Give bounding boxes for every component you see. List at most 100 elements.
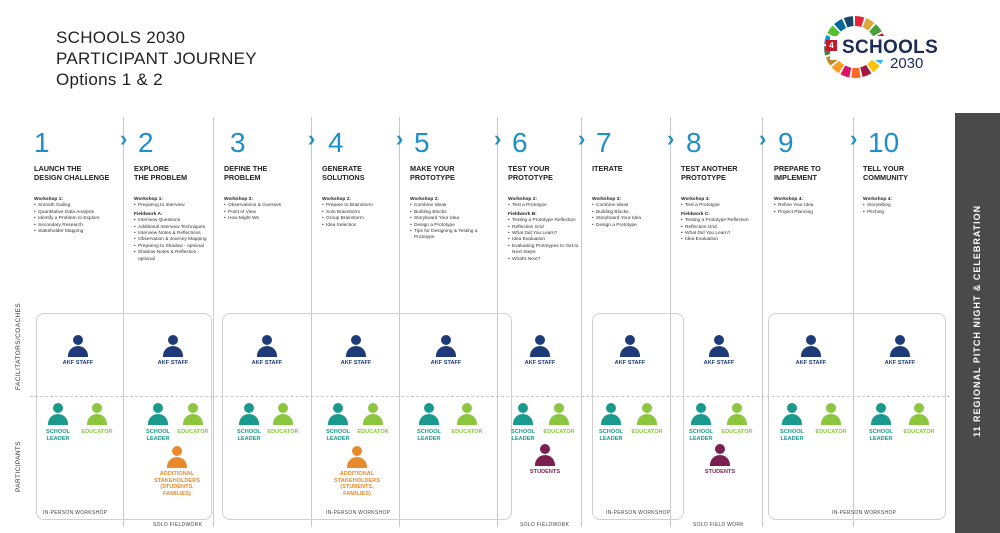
column-divider [670, 117, 671, 527]
role-label: AKF STAFF [430, 360, 462, 366]
step-number: 5 [414, 127, 430, 158]
activity-item: Building Blocks [410, 210, 490, 217]
step-number: 10 [868, 127, 900, 158]
chevron-right-icon: › [120, 126, 128, 151]
activity-item: Shadow Notes & Reflection - optional [134, 250, 214, 263]
person-icon [708, 335, 730, 357]
role-label: EDUCATOR [903, 429, 935, 435]
column-divider [399, 117, 400, 527]
section-divider [30, 396, 950, 397]
person-icon [362, 403, 384, 425]
activity-item: Stakeholder Mapping [34, 229, 114, 236]
activity-item: Idea Evaluation [681, 237, 761, 244]
page-title: SCHOOLS 2030 PARTICIPANT JOURNEY Options… [56, 27, 257, 90]
person-icon [800, 335, 822, 357]
person-icon [166, 446, 188, 468]
activity-heading: Workshop 1: [134, 197, 163, 202]
activity-item: Reflection Grid [681, 225, 761, 232]
activity-item: Test a Prototype [508, 203, 588, 210]
step-title: TEST YOUR PROTOTYPE [508, 164, 553, 182]
person-icon [256, 335, 278, 357]
step-activities: Workshop 1:Smooth SailingQuantitative Da… [34, 197, 114, 236]
column-divider [581, 117, 582, 527]
step-title: PREPARE TO IMPLEMENT [774, 164, 821, 182]
activity-item: Interview Notes & Reflections [134, 231, 214, 238]
activity-item: Testing a Prototype Reflection [508, 218, 588, 225]
role-label: STUDENTS [529, 469, 561, 475]
person-icon [529, 335, 551, 357]
activity-item: Evaluating Prototypes to Get to Next Ste… [508, 244, 588, 257]
chevron-right-icon: › [759, 126, 767, 151]
role-label: SCHOOL LEADER [417, 429, 441, 442]
in-person-workshop-group [592, 313, 684, 520]
step-activities: Workshop 4:StorytellingPitching [863, 197, 943, 217]
person-icon [709, 444, 731, 466]
step-number: 8 [686, 127, 702, 158]
role-label: EDUCATOR [543, 429, 575, 435]
step-title: MAKE YOUR PROTOTYPE [410, 164, 455, 182]
activity-item: Storyboard Your Idea [410, 216, 490, 223]
step-number: 2 [138, 127, 154, 158]
role-label: ADDITIONAL STAKEHOLDERS (STUDENTS, FAMIL… [154, 471, 200, 497]
activity-item: Building Blocks [592, 210, 672, 217]
role-label: AKF STAFF [614, 360, 646, 366]
role-label: EDUCATOR [721, 429, 753, 435]
activity-item: How Might We [224, 216, 304, 223]
person-icon [781, 403, 803, 425]
person-icon [534, 444, 556, 466]
role-label: EDUCATOR [267, 429, 299, 435]
activity-heading: Fieldwork C: [681, 211, 710, 217]
activity-item: Storytelling [863, 203, 943, 210]
person-icon [908, 403, 930, 425]
pitch-night-label: 11 REGIONAL PITCH NIGHT & CELEBRATION [972, 204, 982, 437]
activity-item: Additional Interview Techniques [134, 225, 214, 232]
solo-fieldwork-label: SOLO FIELDWORK [153, 522, 203, 528]
participants-label: PARTICIPANTS [15, 440, 22, 492]
activity-item: Design a Prototype [410, 223, 490, 230]
activity-item: Group Brainstorm [322, 216, 402, 223]
activity-item: Combine Ideas [592, 203, 672, 210]
step-activities: Workshop 2:Prepare to BrainstormSolo Bra… [322, 197, 402, 229]
role-label: SCHOOL LEADER [146, 429, 170, 442]
pitch-night-band [955, 113, 1000, 533]
step-title: ITERATE [592, 164, 623, 173]
person-icon [619, 335, 641, 357]
person-icon [47, 403, 69, 425]
chevron-right-icon: › [667, 126, 675, 151]
in-person-workshop-label: IN-PERSON WORKSHOP [606, 510, 671, 516]
activity-heading: Workshop 2: [224, 197, 253, 202]
person-icon [889, 335, 911, 357]
step-title: GENERATE SOLUTIONS [322, 164, 365, 182]
activity-heading: Workshop 2: [322, 197, 351, 202]
person-icon [162, 335, 184, 357]
activity-heading: Workshop 3: [592, 197, 621, 202]
step-activities: Workshop 3:Combine IdeasBuilding BlocksS… [592, 197, 672, 229]
person-icon [345, 335, 367, 357]
activity-item: Design a Prototype [592, 223, 672, 230]
chevron-right-icon: › [308, 126, 316, 151]
role-label: STUDENTS [704, 469, 736, 475]
role-label: EDUCATOR [451, 429, 483, 435]
role-label: EDUCATOR [357, 429, 389, 435]
activity-heading: Workshop 2: [410, 197, 439, 202]
step-activities: Workshop 2:Combine IdeasBuilding BlocksS… [410, 197, 490, 242]
activity-item: Reflection Grid [508, 225, 588, 232]
solo-field-work-label: SOLO FIELD WORK [693, 522, 744, 528]
logo-text: SCHOOLS [842, 37, 939, 58]
activity-item: Test a Prototype [681, 203, 761, 210]
person-icon [456, 403, 478, 425]
role-label: SCHOOL LEADER [326, 429, 350, 442]
activity-item: Refine Your Idea [774, 203, 854, 210]
activity-item: Combine Ideas [410, 203, 490, 210]
role-label: ADDITIONAL STAKEHOLDERS (STUDENTS, FAMIL… [334, 471, 380, 497]
person-icon [435, 335, 457, 357]
activity-heading: Workshop 3: [681, 197, 710, 202]
step-title: TEST ANOTHER PROTOTYPE [681, 164, 738, 182]
activity-item: Tips for Designing & Testing a Prototype [410, 229, 490, 242]
logo-badge: 4 [826, 40, 837, 51]
person-icon [272, 403, 294, 425]
activity-item: Observations & Guesses [224, 203, 304, 210]
step-number: 7 [596, 127, 612, 158]
chevron-right-icon: › [494, 126, 502, 151]
activity-heading: Workshop 2: [508, 197, 537, 202]
